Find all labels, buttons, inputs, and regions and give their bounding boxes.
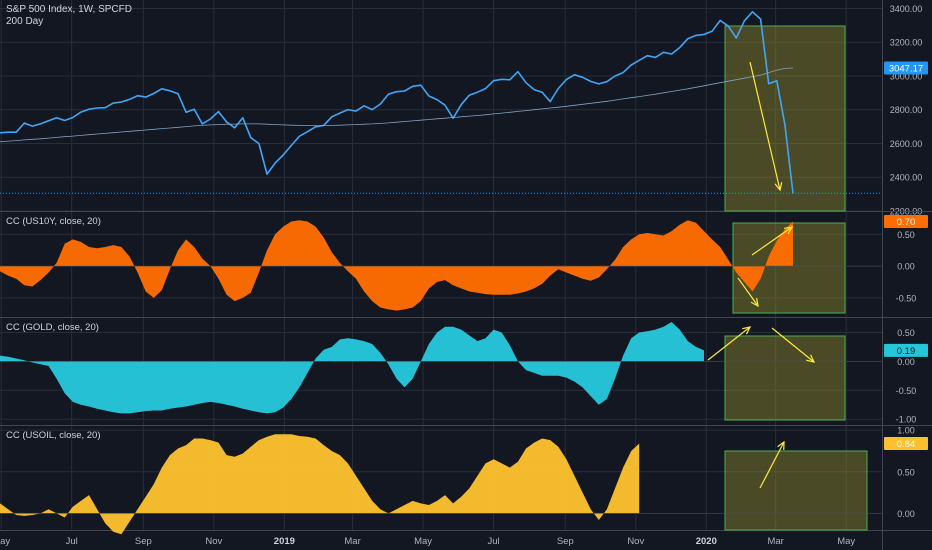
us10y-down-arrow-shaft [737, 277, 759, 307]
us10y-pane-label: CC (US10Y, close, 20) [6, 216, 101, 227]
usoil-last-value-text: 0.84 [897, 439, 916, 450]
ma-legend: 200 Day [6, 16, 44, 27]
us10y-down-arrow-head [750, 298, 759, 308]
us10y-up-arrow [751, 226, 794, 256]
x-tick-label-7: Jul [488, 536, 500, 547]
usoil-pane-label: CC (USOIL, close, 20) [6, 430, 101, 441]
price-y-tick-2: 2600.00 [890, 139, 923, 149]
gold-pane-label: CC (GOLD, close, 20) [6, 322, 99, 333]
price-line [0, 11, 794, 194]
gold-last-value-text: 0.19 [897, 346, 916, 357]
x-tick-label-9: Nov [627, 536, 644, 547]
price-y-tick-3: 2800.00 [890, 105, 923, 115]
us10y-y-tick-0: -0.50 [896, 293, 917, 303]
price-down-arrow-head [774, 182, 783, 192]
x-tick-label-10: 2020 [696, 536, 717, 547]
x-tick-label-6: May [414, 536, 432, 547]
gold-down-arrow-head [806, 354, 816, 363]
x-tick-label-0: May [0, 536, 10, 547]
x-tick-label-11: Mar [767, 536, 783, 547]
price-last-value-text: 3047.17 [889, 63, 923, 74]
usoil-up-arrow [759, 440, 785, 489]
price-down-arrow-shaft [749, 61, 781, 191]
gold-highlight-box [724, 335, 846, 421]
x-tick-label-12: May [837, 536, 855, 547]
usoil-up-arrow-shaft [759, 441, 785, 489]
gold-y-tick-0: -1.00 [896, 415, 917, 425]
price-y-tick-6: 3400.00 [890, 4, 923, 14]
us10y-y-tick-1: 0.00 [897, 262, 915, 272]
price-highlight-box [724, 25, 846, 212]
us10y-y-tick-2: 0.50 [897, 230, 915, 240]
x-tick-label-1: Jul [66, 536, 78, 547]
usoil-up-arrow-head [777, 440, 785, 451]
usoil-area [0, 434, 640, 535]
x-tick-label-4: 2019 [274, 536, 295, 547]
gold-last-value-badge [884, 343, 928, 357]
symbol-title: S&P 500 Index, 1W, SPCFD [6, 4, 132, 15]
us10y-down-arrow [737, 277, 759, 308]
gold-up-arrow-head [742, 326, 752, 335]
x-tick-label-3: Nov [205, 536, 222, 547]
gold-up-arrow-shaft [707, 326, 751, 361]
usoil-y-tick-0: 0.00 [897, 509, 915, 519]
x-tick-label-2: Sep [135, 536, 152, 547]
x-tick-label-8: Sep [557, 536, 574, 547]
price-y-tick-1: 2400.00 [890, 173, 923, 183]
price-last-value-badge [884, 61, 928, 75]
us10y-up-arrow-shaft [751, 226, 793, 256]
gold-down-arrow-shaft [771, 327, 815, 363]
x-tick-label-5: Mar [344, 536, 360, 547]
usoil-highlight-box [724, 450, 868, 531]
us10y-last-value-badge [884, 215, 928, 229]
gold-y-tick-1: -0.50 [896, 386, 917, 396]
gold-up-arrow [707, 326, 752, 361]
price-y-tick-5: 3200.00 [890, 38, 923, 48]
gold-area [0, 322, 704, 414]
usoil-y-tick-1: 0.50 [897, 467, 915, 477]
usoil-y-tick-2: 1.00 [897, 426, 915, 436]
gold-y-tick-3: 0.50 [897, 328, 915, 338]
gold-down-arrow [771, 327, 816, 363]
gold-y-tick-2: 0.00 [897, 357, 915, 367]
usoil-last-value-badge [884, 436, 928, 450]
price-down-arrow [749, 61, 783, 192]
price-y-tick-4: 3000.00 [890, 71, 923, 81]
ma-200-line [0, 67, 794, 143]
us10y-up-arrow-head [784, 226, 794, 235]
us10y-area [0, 220, 793, 311]
us10y-last-value-text: 0.70 [897, 217, 916, 228]
